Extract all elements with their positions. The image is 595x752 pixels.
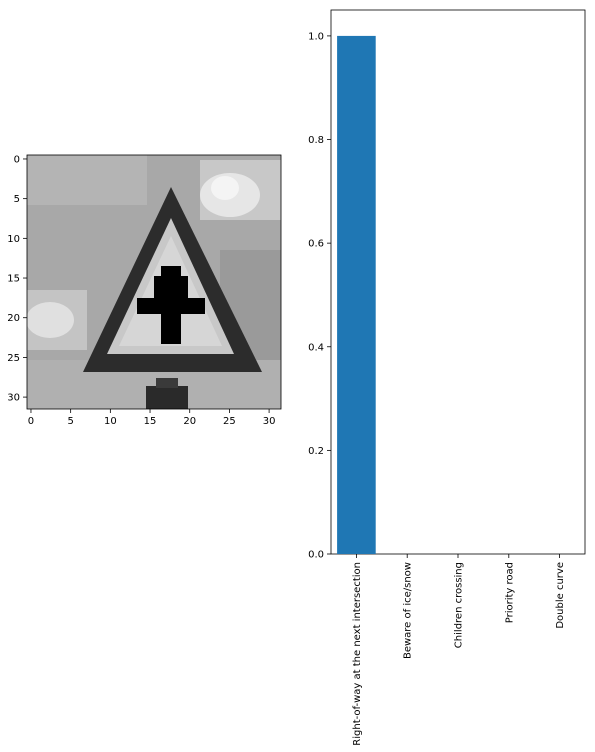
bar-x-axis: Right-of-way at the next intersection Bew… bbox=[352, 554, 566, 746]
image-x-tick-label: 0 bbox=[28, 416, 34, 427]
image-y-tick-label: 10 bbox=[7, 234, 20, 245]
image-y-tick-label: 0 bbox=[14, 154, 20, 165]
image-x-axis: 0 5 10 15 20 25 30 bbox=[28, 409, 276, 427]
image-x-tick-label: 5 bbox=[67, 416, 73, 427]
image-panel: 0 5 10 15 20 25 30 0 5 10 15 20 25 30 bbox=[7, 154, 282, 427]
bar-x-tick-label: Right-of-way at the next intersection bbox=[352, 562, 363, 746]
image-y-tick-label: 25 bbox=[7, 353, 20, 364]
bar-y-axis: 0.0 0.2 0.4 0.6 0.8 1.0 bbox=[308, 31, 331, 561]
sign-image bbox=[27, 155, 281, 409]
image-x-tick-label: 15 bbox=[144, 416, 157, 427]
bar-x-tick-label: Priority road bbox=[504, 562, 515, 623]
bar-y-tick-label: 0.8 bbox=[308, 135, 324, 146]
image-x-tick-label: 25 bbox=[223, 416, 236, 427]
bar-y-tick-label: 0.6 bbox=[308, 239, 324, 250]
bars bbox=[337, 35, 376, 554]
image-x-tick-label: 30 bbox=[263, 416, 276, 427]
bar-y-tick-label: 0.0 bbox=[308, 550, 324, 561]
bar bbox=[337, 35, 376, 554]
image-frame bbox=[26, 154, 282, 410]
bar-chart-panel: 0.0 0.2 0.4 0.6 0.8 1.0 Right-of-way at the n… bbox=[308, 9, 586, 746]
image-y-tick-label: 20 bbox=[7, 313, 20, 324]
image-y-tick-label: 15 bbox=[7, 274, 20, 285]
image-y-tick-label: 5 bbox=[14, 194, 20, 205]
bar-y-tick-label: 1.0 bbox=[308, 31, 324, 42]
bar-x-tick-label: Beware of ice/snow bbox=[403, 562, 414, 659]
bar-x-tick-label: Children crossing bbox=[454, 562, 465, 648]
image-y-tick-label: 30 bbox=[7, 393, 20, 404]
bar-y-tick-label: 0.2 bbox=[308, 446, 324, 457]
bar-y-tick-label: 0.4 bbox=[308, 342, 324, 353]
cross-symbol bbox=[137, 266, 205, 344]
image-x-tick-label: 10 bbox=[104, 416, 117, 427]
image-x-tick-label: 20 bbox=[183, 416, 196, 427]
bar-x-tick-label: Double curve bbox=[555, 562, 566, 629]
image-y-axis: 0 5 10 15 20 25 30 bbox=[7, 154, 27, 404]
